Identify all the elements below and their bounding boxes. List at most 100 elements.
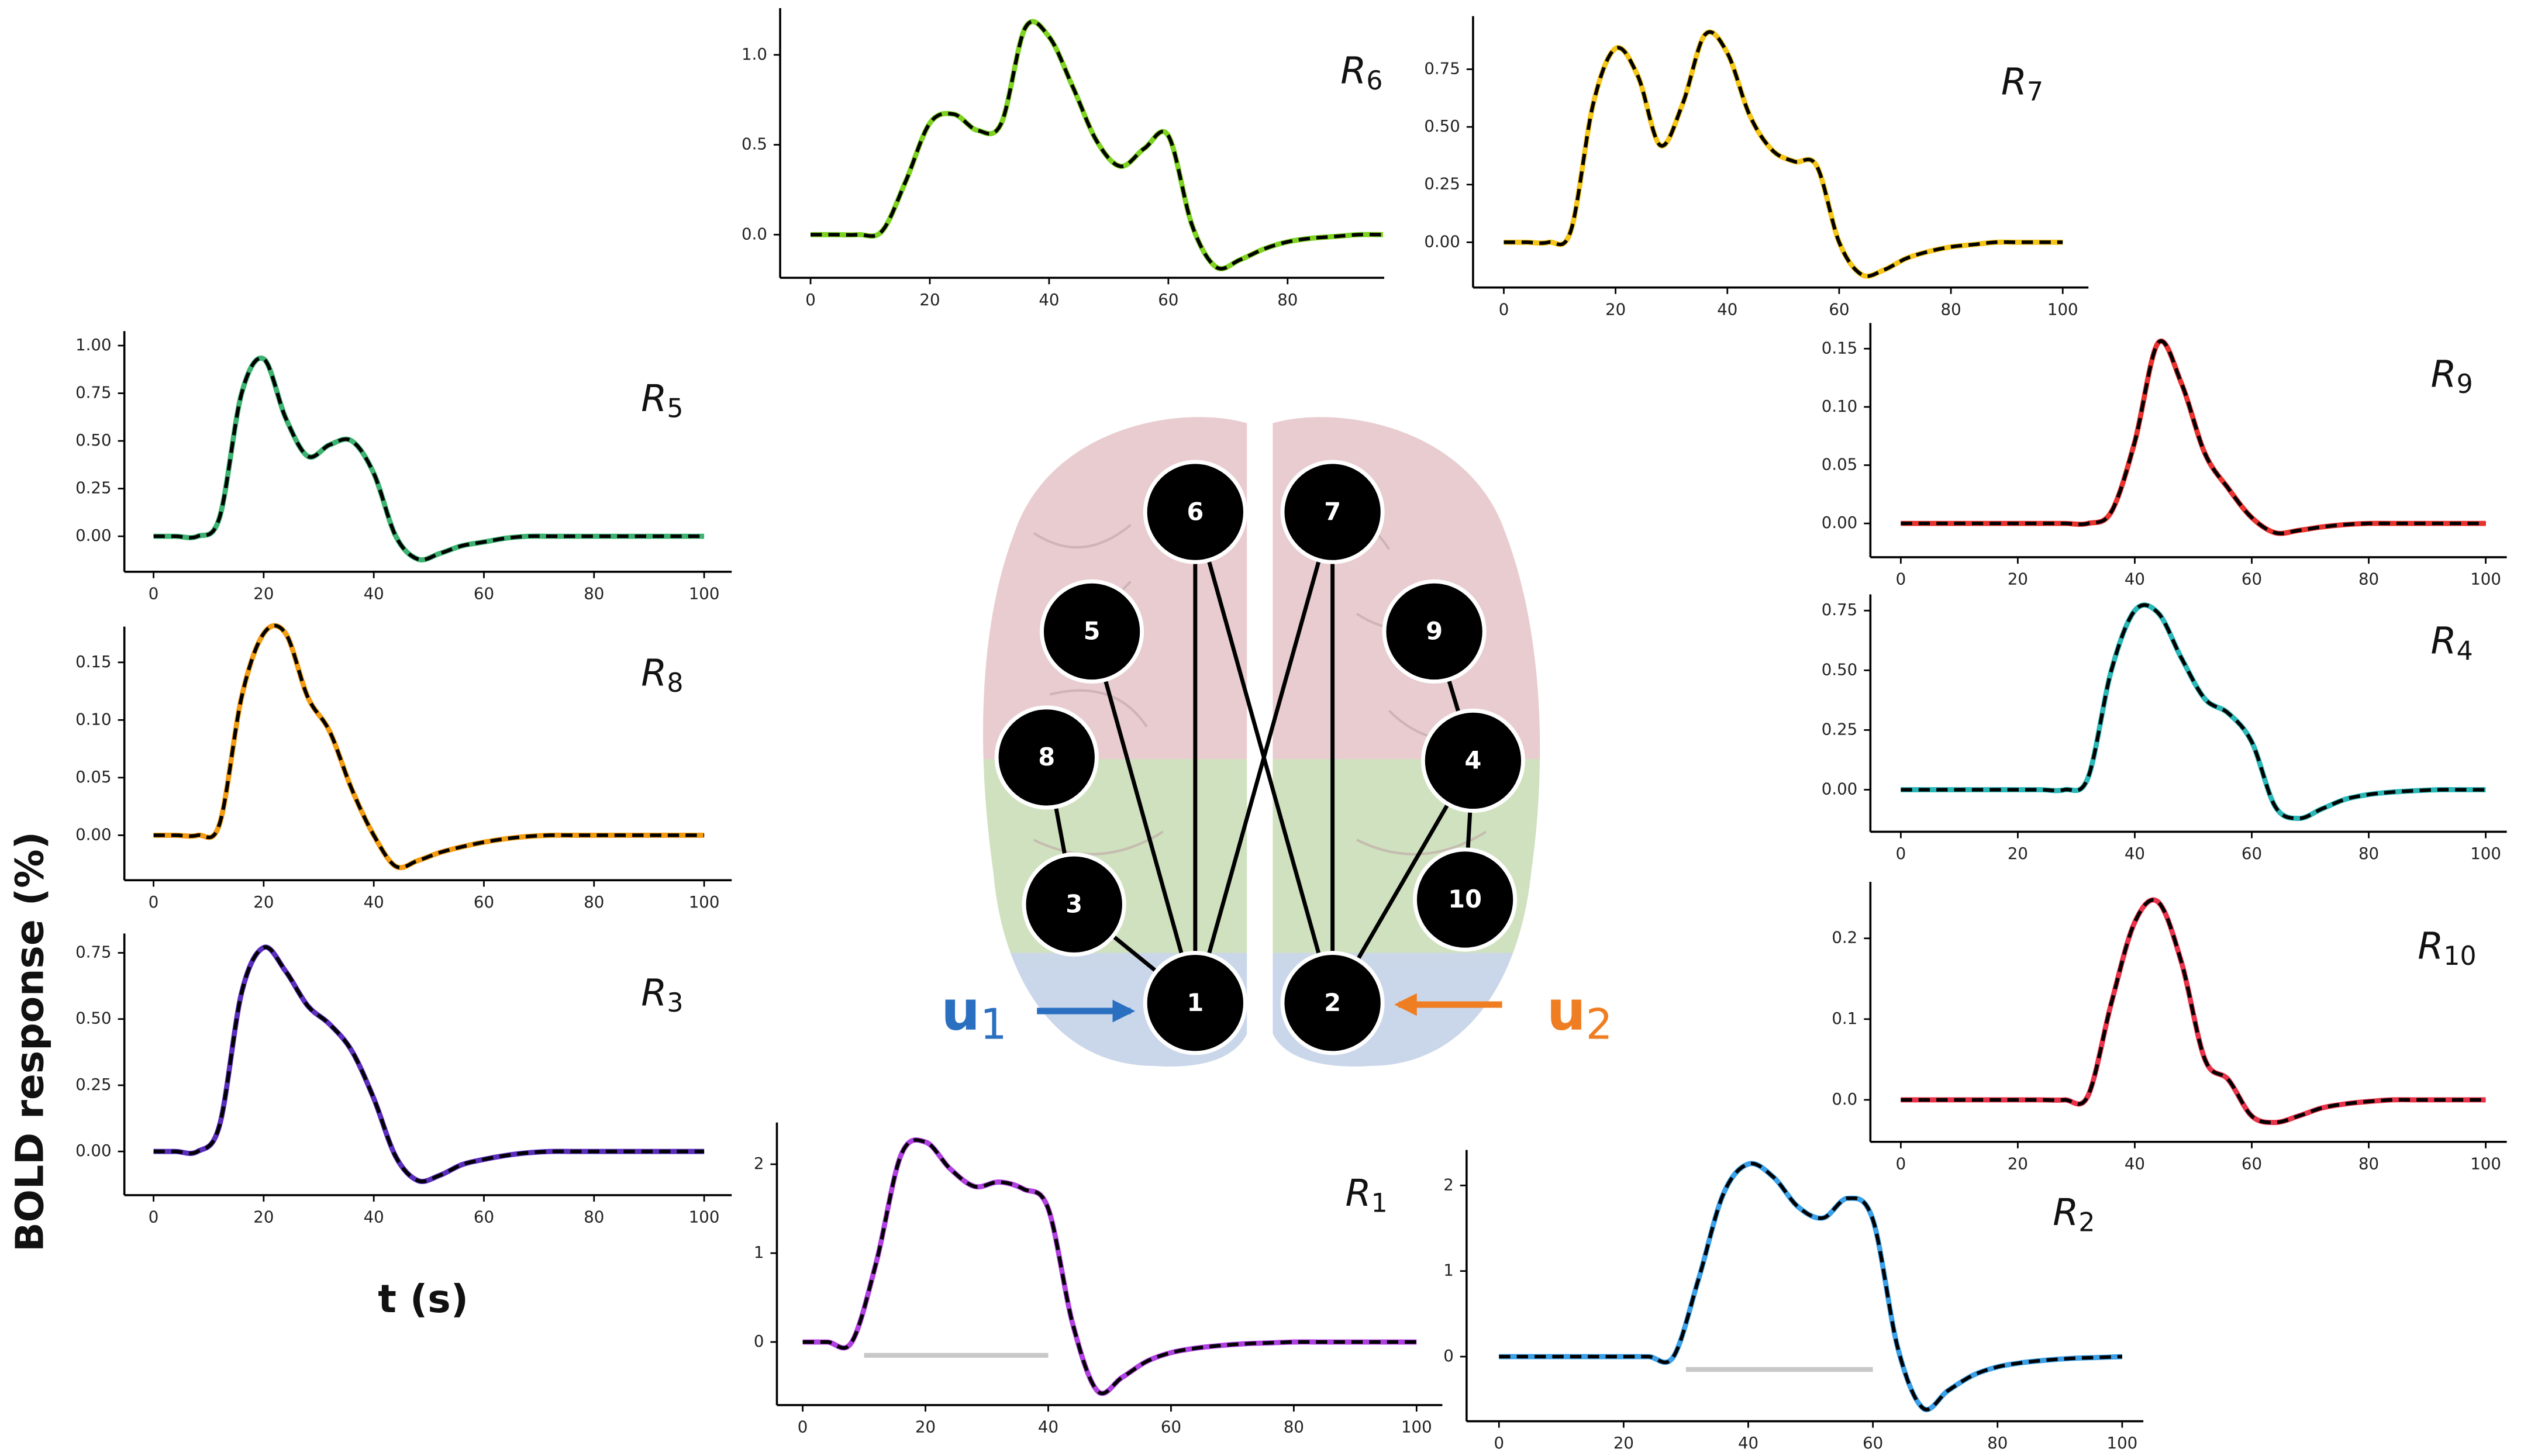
x-tick-label: 80 <box>1987 1433 2008 1452</box>
x-axis-label: t (s) <box>378 1276 468 1322</box>
y-tick-label: 0.75 <box>1822 600 1857 619</box>
node <box>1280 951 1385 1055</box>
title-letter: R <box>2418 924 2443 967</box>
node-label: 5 <box>1084 617 1101 646</box>
x-tick-label: 40 <box>1038 1417 1058 1437</box>
x-tick-label: 40 <box>1039 290 1059 309</box>
line-chart: 0 20 40 60 80 100 0.00 0.05 0.10 0.15 R8 <box>75 623 732 912</box>
x-tick-label: 0 <box>149 1207 159 1227</box>
series-line <box>1901 339 2486 536</box>
node-label: 7 <box>1324 498 1341 526</box>
y-tick-label: 0.15 <box>75 652 111 671</box>
x-tick-label: 60 <box>474 584 494 603</box>
title-letter: R <box>1340 49 1366 92</box>
y-tick-label: 2 <box>1443 1175 1454 1194</box>
x-tick-label: 100 <box>2470 1154 2501 1173</box>
chart-title: R1 <box>1345 1171 1387 1218</box>
x-tick-label: 60 <box>2242 844 2262 863</box>
input-name: u <box>1547 979 1586 1043</box>
title-letter: R <box>2431 352 2457 395</box>
x-tick-label: 40 <box>364 892 384 912</box>
x-tick-label: 80 <box>584 1207 604 1227</box>
node-label: 3 <box>1065 891 1082 919</box>
fit-line <box>1901 603 2486 820</box>
node <box>1420 708 1525 813</box>
line-chart: 0 20 40 60 80 100 0.00 0.25 0.50 0.75 R4 <box>1822 594 2507 863</box>
line-chart: 0 20 40 60 80 100 0.00 0.25 0.50 0.75 1.00 R5 <box>75 331 732 603</box>
x-tick-label: 40 <box>2125 844 2145 863</box>
x-tick-label: 100 <box>2047 299 2078 319</box>
x-tick-label: 60 <box>2242 570 2262 589</box>
series-line <box>811 19 1383 271</box>
series-line <box>153 356 705 563</box>
y-tick-label: 0.75 <box>75 943 111 962</box>
x-tick-label: 60 <box>474 1207 494 1227</box>
line-chart: 0 20 40 60 80 0.0 0.5 1.0 R6 <box>742 8 1385 309</box>
title-letter: R <box>1345 1171 1371 1214</box>
x-tick-label: 40 <box>364 584 384 603</box>
y-tick-label: 0.10 <box>1822 396 1857 416</box>
x-tick-label: 40 <box>1717 299 1737 319</box>
y-tick-label: 0.75 <box>1424 58 1460 78</box>
node <box>1382 579 1487 684</box>
node <box>1143 951 1247 1055</box>
title-index: 1 <box>1371 1188 1388 1218</box>
y-tick-label: 2 <box>754 1154 764 1173</box>
nodes: 1 2 3 4 5 6 7 8 9 10 <box>994 460 1525 1055</box>
y-tick-label: 0.15 <box>1822 338 1857 357</box>
x-tick-label: 60 <box>1161 1417 1181 1437</box>
x-tick-label: 100 <box>1401 1417 1432 1437</box>
y-tick-label: 0.50 <box>1822 660 1857 679</box>
x-tick-label: 60 <box>1158 290 1178 309</box>
node <box>1280 460 1385 564</box>
x-tick-label: 100 <box>2470 570 2501 589</box>
x-tick-label: 80 <box>1284 1417 1304 1437</box>
y-tick-label: 0.25 <box>1424 174 1460 194</box>
y-tick-label: 0.25 <box>1822 719 1857 739</box>
y-tick-label: 1 <box>754 1243 764 1262</box>
x-tick-label: 20 <box>253 1207 274 1227</box>
x-tick-label: 80 <box>2358 570 2379 589</box>
x-tick-label: 0 <box>149 892 159 912</box>
title-index: 7 <box>2027 77 2043 107</box>
x-tick-label: 20 <box>1605 299 1626 319</box>
chart-title: R7 <box>2001 60 2043 107</box>
x-tick-label: 20 <box>915 1417 936 1437</box>
x-tick-label: 0 <box>1494 1433 1504 1452</box>
chart-title: R9 <box>2431 352 2473 399</box>
chart-title: R6 <box>1340 49 1382 96</box>
input-index: 1 <box>980 999 1007 1048</box>
title-index: 4 <box>2457 636 2473 666</box>
series-line <box>153 623 705 871</box>
x-tick-label: 80 <box>584 584 604 603</box>
node-label: 4 <box>1465 747 1482 775</box>
y-tick-label: 0.1 <box>1832 1009 1857 1028</box>
x-tick-label: 20 <box>2008 570 2028 589</box>
y-tick-label: 0 <box>1443 1346 1454 1365</box>
node <box>1413 847 1518 952</box>
title-letter: R <box>641 971 667 1014</box>
title-letter: R <box>641 377 667 420</box>
x-tick-label: 100 <box>689 892 720 912</box>
chart-title: R5 <box>641 377 683 424</box>
x-tick-label: 80 <box>1941 299 1961 319</box>
input-label: u2 <box>1547 979 1613 1048</box>
title-index: 8 <box>667 668 683 698</box>
x-tick-label: 80 <box>1277 290 1298 309</box>
y-tick-label: 0.00 <box>1822 513 1857 532</box>
arrow <box>1088 629 1198 1004</box>
x-tick-label: 40 <box>1738 1433 1758 1452</box>
x-tick-label: 100 <box>2107 1433 2138 1452</box>
line-chart: 0 20 40 60 80 100 0.00 0.25 0.50 0.75 R7 <box>1424 16 2089 319</box>
y-tick-label: 1.00 <box>75 335 111 354</box>
x-tick-label: 80 <box>2358 1154 2379 1173</box>
title-letter: R <box>2053 1191 2078 1234</box>
y-tick-label: 0.00 <box>75 1141 111 1160</box>
y-tick-label: 1.0 <box>742 44 767 64</box>
y-tick-label: 0.00 <box>1424 232 1460 251</box>
x-tick-label: 0 <box>805 290 816 309</box>
y-tick-label: 0.75 <box>75 383 111 402</box>
